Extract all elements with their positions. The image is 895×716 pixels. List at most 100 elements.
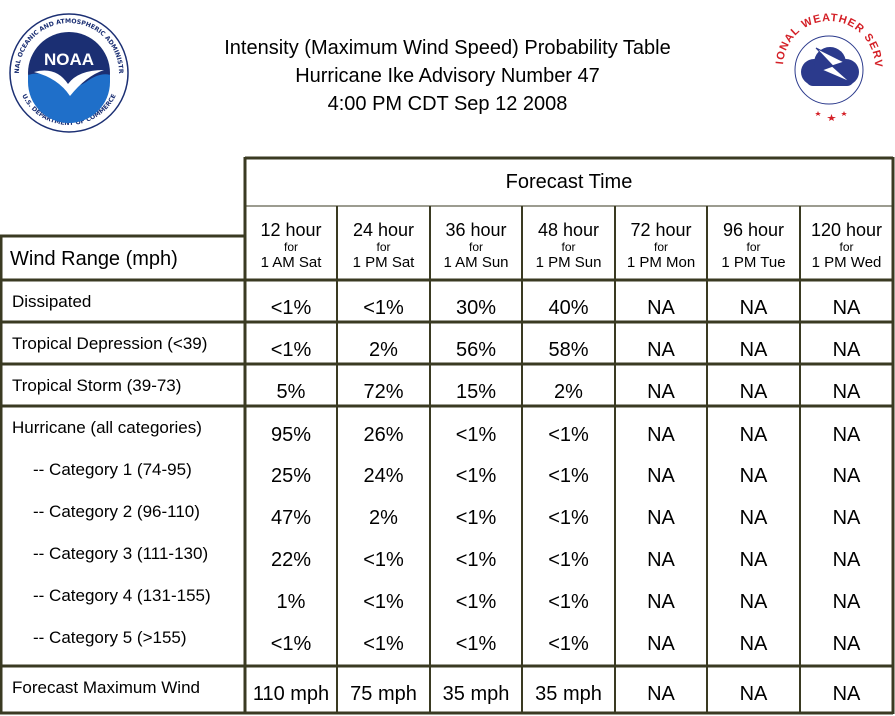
column-header-24h: 24 hour for 1 PM Sat [337,220,430,272]
table-cell: NA [647,465,675,487]
table-cell: NA [832,507,861,529]
column-header-36h: 36 hour for 1 AM Sun [430,220,522,272]
column-for: for [468,240,483,254]
table-cell: 35 mph [535,683,602,705]
table-cell: NA [647,683,675,705]
table-cell: 2% [369,339,398,361]
row-label: Forecast Maximum Wind [12,678,200,697]
table-cell: 5% [276,381,306,403]
table-cell: NA [647,591,675,613]
table-cell: <1% [548,465,589,487]
table-cell: 35 mph [442,683,510,705]
table-cell: <1% [270,297,312,319]
column-header-48h: 48 hour for 1 PM Sun [522,220,615,272]
table-cell: NA [739,297,768,319]
table-cell: <1% [363,633,404,655]
table-cell: <1% [270,633,312,655]
table-cell: <1% [270,339,312,361]
table-cell: NA [739,465,768,487]
forecast-time-header: Forecast Time [505,171,633,193]
table-cell: NA [832,549,861,571]
table-cell: NA [647,549,675,571]
column-header-12h: 12 hour for 1 AM Sat [245,220,337,272]
column-hours: 120 hour [810,220,883,240]
table-cell: 110 mph [252,683,330,705]
table-cell: NA [647,507,675,529]
column-for: for [561,240,576,254]
row-label: -- Category 5 (>155) [33,628,187,647]
column-for: for [653,240,668,254]
column-when: 1 PM Mon [626,254,696,271]
row-label: Tropical Storm (39-73) [12,376,182,395]
table-cell: NA [739,424,768,446]
noaa-logo-text: NOAA [44,50,94,69]
column-header-96h: 96 hour for 1 PM Tue [707,220,800,272]
table-cell: <1% [455,591,497,613]
title-line-3: 4:00 PM CDT Sep 12 2008 [327,93,568,115]
table-cell: NA [832,297,861,319]
title-line-2: Hurricane Ike Advisory Number 47 [295,65,600,87]
column-hours: 36 hour [445,220,507,240]
table-cell: NA [832,465,861,487]
table-cell: NA [739,381,768,403]
column-hours: 72 hour [630,220,692,240]
table-cell: 40% [548,297,589,319]
row-label: -- Category 1 (74-95) [33,460,192,479]
table-cell: <1% [548,549,589,571]
table-cell: NA [739,339,768,361]
table-cell: <1% [548,507,589,529]
column-header-120h: 120 hour for 1 PM Wed [800,220,893,272]
row-label: Dissipated [12,292,92,311]
table-cell: NA [832,591,861,613]
table-cell: 72% [363,381,404,403]
table-cell: <1% [363,549,404,571]
table-cell: NA [832,381,861,403]
table-cell: NA [739,633,768,655]
table-cell: <1% [455,465,497,487]
table-cell: <1% [363,297,404,319]
column-when: 1 PM Sat [352,254,415,271]
column-hours: 48 hour [537,220,600,240]
page-title: Intensity (Maximum Wind Speed) Probabili… [150,34,745,118]
column-when: 1 AM Sun [443,254,509,271]
column-for: for [746,240,761,254]
table-cell: <1% [548,633,589,655]
table-cell: NA [832,683,861,705]
table-cell: 2% [369,507,398,529]
table-cell: NA [739,549,768,571]
table-cell: 47% [270,507,312,529]
table-cell: 56% [455,339,497,361]
table-cell: <1% [455,633,497,655]
column-when: 1 PM Tue [721,254,786,271]
table-cell: NA [832,339,861,361]
wind-range-header: Wind Range (mph) [10,248,178,270]
column-when: 1 AM Sat [260,254,322,271]
row-label: -- Category 4 (131-155) [33,586,211,605]
table-cell: NA [739,591,768,613]
nws-logo-icon: NATIONAL WEATHER SERVICE [766,0,888,126]
table-cell: 75 mph [350,683,417,705]
table-cell: NA [647,297,675,319]
table-cell: 26% [363,424,404,446]
table-cell: <1% [548,591,589,613]
column-hours: 96 hour [722,220,785,240]
table-cell: NA [647,339,675,361]
table-cell: 15% [455,381,497,403]
table-cell: 58% [548,339,589,361]
column-header-72h: 72 hour for 1 PM Mon [615,220,707,272]
row-label: -- Category 3 (111-130) [33,544,209,563]
table-cell: <1% [455,507,497,529]
table-cell: 2% [554,381,583,403]
table-cell: 1% [276,591,306,613]
table-cell: NA [647,381,675,403]
noaa-logo-icon: NATIONAL OCEANIC AND ATMOSPHERIC ADMINIS… [5,7,130,134]
table-cell: NA [739,683,768,705]
row-label: -- Category 2 (96-110) [33,502,200,521]
row-label: Tropical Depression (<39) [12,334,208,353]
table-cell: <1% [548,424,589,446]
table-cell: NA [647,424,675,446]
table-cell: <1% [455,549,497,571]
table-cell: 24% [363,465,404,487]
column-for: for [376,240,391,254]
